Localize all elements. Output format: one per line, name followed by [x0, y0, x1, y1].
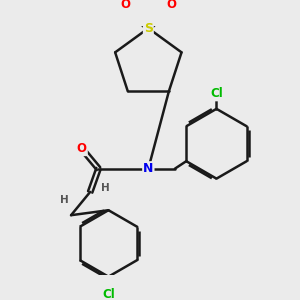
Text: Cl: Cl: [210, 87, 223, 101]
Text: O: O: [167, 0, 177, 11]
Text: N: N: [143, 162, 154, 175]
Text: H: H: [60, 195, 69, 205]
Text: S: S: [144, 22, 153, 35]
Text: O: O: [120, 0, 130, 11]
Text: H: H: [101, 183, 110, 193]
Text: Cl: Cl: [102, 289, 115, 300]
Text: O: O: [77, 142, 87, 155]
